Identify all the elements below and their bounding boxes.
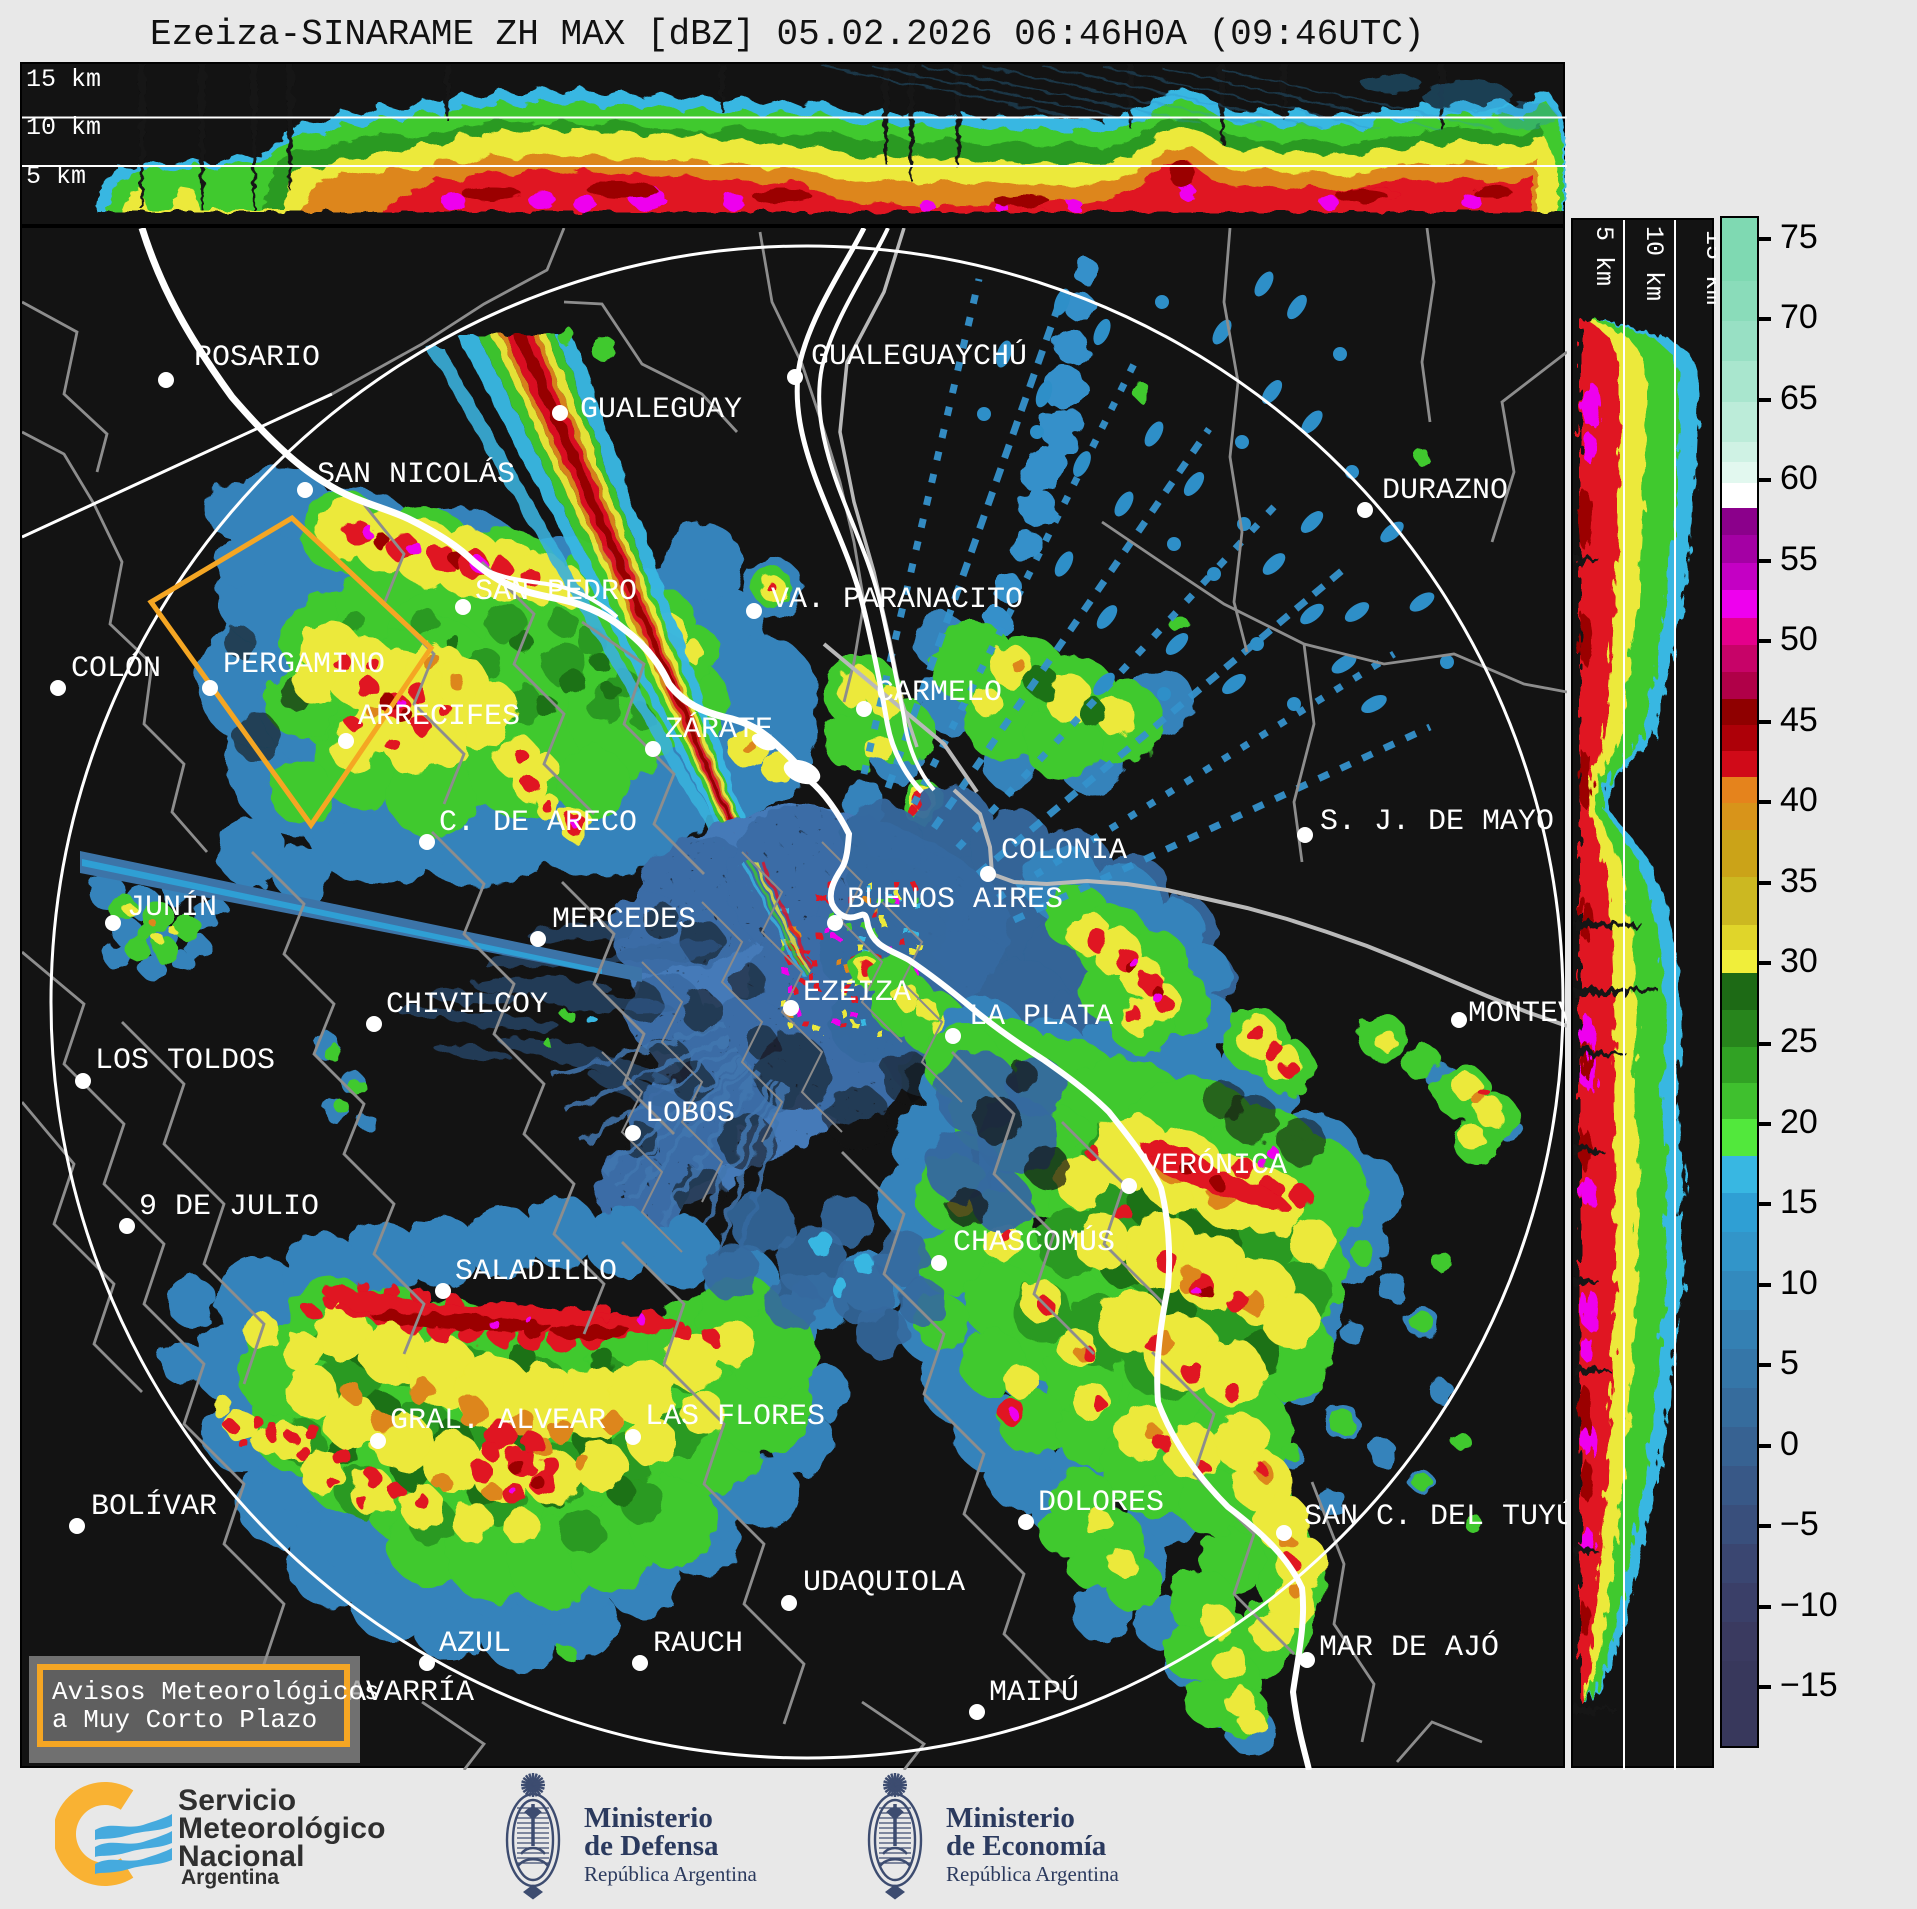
svg-text:5 km: 5 km	[1589, 226, 1618, 286]
svg-text:VERÓNICA: VERÓNICA	[1143, 1148, 1287, 1183]
svg-text:15 km: 15 km	[26, 65, 101, 94]
svg-text:CARMELO: CARMELO	[876, 676, 1002, 710]
svg-text:MAR DE AJÓ: MAR DE AJÓ	[1319, 1630, 1499, 1665]
svg-text:SAN NICOLÁS: SAN NICOLÁS	[317, 457, 515, 492]
svg-text:UDAQUIOLA: UDAQUIOLA	[803, 1566, 965, 1600]
svg-text:AZUL: AZUL	[439, 1627, 511, 1661]
svg-text:PERGAMINO: PERGAMINO	[223, 648, 385, 682]
svg-text:15 km: 15 km	[1699, 230, 1716, 305]
svg-text:ROSARIO: ROSARIO	[194, 341, 320, 375]
svg-text:CHIVILCOY: CHIVILCOY	[386, 988, 548, 1022]
svg-text:MAIPÚ: MAIPÚ	[989, 1675, 1079, 1710]
svg-text:9 DE JULIO: 9 DE JULIO	[139, 1190, 319, 1224]
svg-text:MERCEDES: MERCEDES	[552, 903, 696, 937]
svg-text:ARRECIFES: ARRECIFES	[358, 700, 520, 734]
svg-text:SAN PEDRO: SAN PEDRO	[475, 575, 637, 609]
svg-text:LOBOS: LOBOS	[645, 1097, 735, 1131]
svg-text:CHASCOMÚS: CHASCOMÚS	[953, 1225, 1115, 1260]
svg-text:Avisos Meteorológicos: Avisos Meteorológicos	[52, 1677, 380, 1707]
svg-text:SAN C. DEL TUYÚ: SAN C. DEL TUYÚ	[1304, 1499, 1567, 1534]
svg-text:MONTEV: MONTEV	[1468, 997, 1567, 1031]
svg-text:LOS TOLDOS: LOS TOLDOS	[95, 1044, 275, 1078]
svg-text:S. J. DE MAYO: S. J. DE MAYO	[1320, 805, 1554, 839]
svg-text:VA. PARANACITO: VA. PARANACITO	[771, 583, 1023, 617]
svg-text:RAUCH: RAUCH	[653, 1627, 743, 1661]
svg-text:DOLORES: DOLORES	[1038, 1486, 1164, 1520]
svg-text:GRAL. ALVEAR: GRAL. ALVEAR	[390, 1404, 606, 1438]
svg-text:10 km: 10 km	[26, 113, 101, 142]
svg-text:DURAZNO: DURAZNO	[1382, 474, 1508, 508]
svg-text:SALADILLO: SALADILLO	[455, 1255, 617, 1289]
svg-text:LA PLATA: LA PLATA	[969, 1000, 1113, 1034]
svg-text:10 km: 10 km	[1639, 226, 1668, 301]
svg-text:JUNÍN: JUNÍN	[127, 890, 217, 925]
svg-text:COLÓN: COLÓN	[71, 651, 161, 686]
svg-text:GUALEGUAYCHÚ: GUALEGUAYCHÚ	[811, 339, 1027, 374]
svg-text:COLONIA: COLONIA	[1001, 834, 1127, 868]
svg-text:ZÁRATE: ZÁRATE	[665, 712, 773, 747]
svg-text:5 km: 5 km	[26, 162, 86, 191]
svg-text:BUENOS AIRES: BUENOS AIRES	[847, 883, 1063, 917]
svg-text:EZEIZA: EZEIZA	[803, 976, 911, 1010]
svg-text:LAS FLORES: LAS FLORES	[645, 1400, 825, 1434]
svg-text:GUALEGUAY: GUALEGUAY	[580, 393, 742, 427]
svg-text:BOLÍVAR: BOLÍVAR	[91, 1489, 217, 1524]
svg-text:C. DE ARECO: C. DE ARECO	[439, 806, 637, 840]
svg-text:a Muy Corto Plazo: a Muy Corto Plazo	[52, 1705, 317, 1735]
